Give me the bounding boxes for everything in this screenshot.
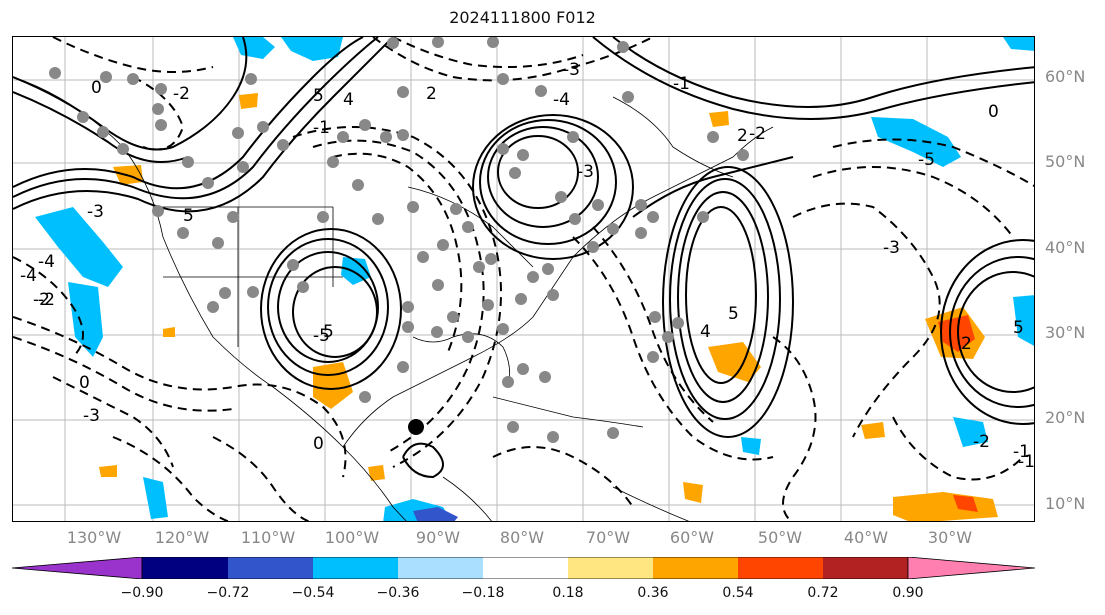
colorbar-bin: [398, 557, 483, 579]
contour-label: -2: [973, 432, 990, 452]
lon-label-110w: 110°W: [240, 528, 296, 547]
lat-label-30n: 30°N: [1045, 323, 1086, 342]
colorbar-tick: 0.18: [552, 585, 584, 601]
colorbar-extend-low: [12, 557, 143, 579]
contour-label: 5: [323, 322, 334, 342]
contour-label: -3: [883, 238, 900, 258]
contour-label: -4: [20, 266, 37, 286]
colorbar-tick: 0.54: [722, 585, 754, 601]
contour-label: 4: [343, 90, 354, 110]
lat-label-60n: 60°N: [1045, 67, 1086, 86]
contour-label-group: -3 -2 -2 -4 5 -1 4 5 -5 -2 2 -3 -4 0 -5 …: [20, 60, 1035, 472]
contour-label: 0: [313, 434, 324, 454]
map-svg: -3 -2 -2 -4 5 -1 4 5 -5 -2 2 -3 -4 0 -5 …: [13, 37, 1035, 521]
lat-label-20n: 20°N: [1045, 408, 1086, 427]
colorbar-tick: −0.90: [120, 585, 164, 601]
contour-label: 2: [737, 126, 748, 146]
contour-label: -2: [173, 84, 190, 104]
colorbar-bin: [738, 557, 823, 579]
lon-label-30w: 30°W: [927, 528, 973, 547]
colorbar: [12, 557, 1036, 579]
contour-label: 2: [426, 84, 437, 104]
contour-label: -2: [749, 124, 766, 144]
lon-label-90w: 90°W: [415, 528, 461, 547]
contour-label: 5: [1013, 318, 1024, 338]
lat-label-10n: 10°N: [1045, 494, 1086, 513]
lon-label-70w: 70°W: [585, 528, 631, 547]
positive-contours: [13, 37, 1034, 479]
contour-label: -1: [313, 118, 330, 138]
contour-label: 0: [988, 102, 999, 122]
contour-label: -2: [33, 290, 50, 310]
contour-label: -3: [577, 162, 594, 182]
coastlines: [13, 76, 774, 521]
contour-label: -2: [38, 290, 55, 310]
shaded-anomalies: [35, 37, 1034, 521]
map-title: 2024111800 F012: [449, 8, 596, 27]
lon-label-40w: 40°W: [843, 528, 889, 547]
contour-label: 5: [183, 206, 194, 226]
lat-label-40n: 40°N: [1045, 238, 1086, 257]
colorbar-bin: [653, 557, 738, 579]
contour-label: -3: [87, 202, 104, 222]
contour-label: -1: [1018, 452, 1035, 472]
contour-label: -4: [38, 252, 55, 272]
contour-label: -4: [553, 90, 570, 110]
map-panel: -3 -2 -2 -4 5 -1 4 5 -5 -2 2 -3 -4 0 -5 …: [12, 36, 1035, 522]
contour-label: 2: [961, 334, 972, 354]
graticule: [13, 37, 1034, 521]
lon-label-80w: 80°W: [499, 528, 545, 547]
colorbar-extend-high: [907, 557, 1036, 579]
colorbar-bin: [142, 557, 228, 579]
lon-label-60w: 60°W: [669, 528, 715, 547]
contour-label: -5: [313, 326, 330, 346]
lon-label-130w: 130°W: [66, 528, 122, 547]
colorbar-bin: [228, 557, 313, 579]
contour-label: -5: [918, 150, 935, 170]
contour-label: -3: [83, 406, 100, 426]
contour-label: 0: [79, 373, 90, 393]
colorbar-bin: [823, 557, 908, 579]
observation-dots: [49, 37, 749, 443]
contour-label: 5: [728, 304, 739, 324]
colorbar-tick: 0.36: [637, 585, 669, 601]
colorbar-tick: −0.18: [461, 585, 505, 601]
contour-label: 4: [700, 322, 711, 342]
lon-label-50w: 50°W: [757, 528, 803, 547]
contour-label: -1: [1013, 442, 1030, 462]
colorbar-tick: 0.72: [807, 585, 839, 601]
colorbar-bin: [313, 557, 398, 579]
storm-center-marker: [408, 419, 424, 435]
contour-label: -1: [673, 74, 690, 94]
colorbar-tick: 0.90: [892, 585, 924, 601]
contour-label: 0: [91, 78, 102, 98]
contour-label: -3: [563, 60, 580, 80]
colorbar-bin: [483, 557, 568, 579]
colorbar-tick: −0.72: [206, 585, 250, 601]
lon-label-120w: 120°W: [154, 528, 210, 547]
contour-label: 5: [313, 86, 324, 106]
colorbar-bin: [568, 557, 653, 579]
negative-contours: [13, 37, 1034, 521]
colorbar-tick: −0.36: [376, 585, 420, 601]
lon-label-100w: 100°W: [324, 528, 380, 547]
lat-label-50n: 50°N: [1045, 152, 1086, 171]
colorbar-tick: −0.54: [291, 585, 335, 601]
